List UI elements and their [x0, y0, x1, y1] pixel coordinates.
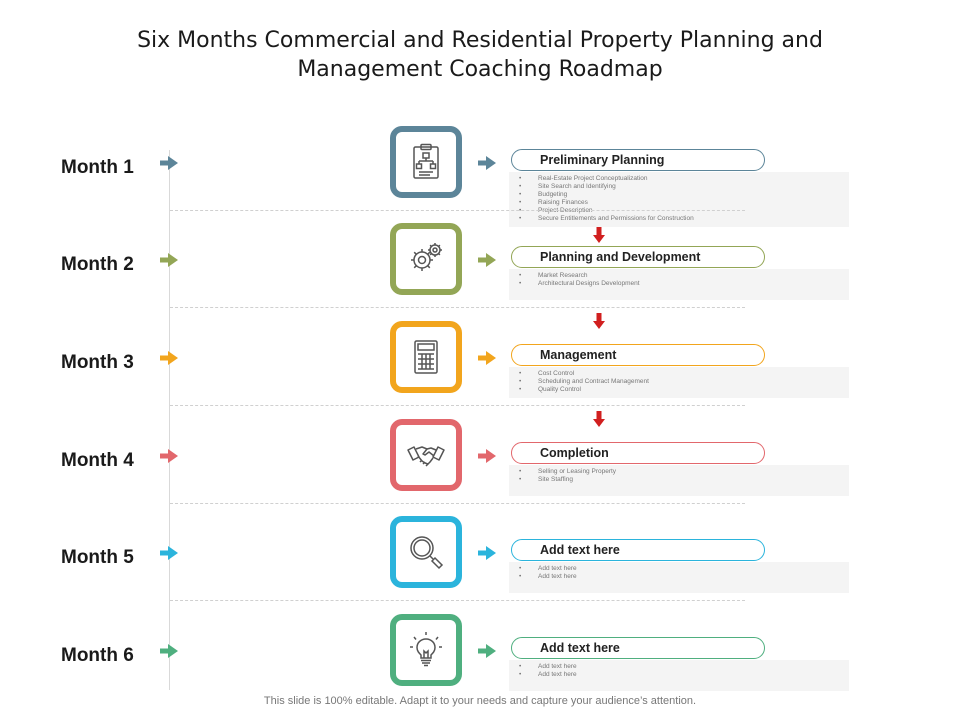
stage-details-panel: Add text here Add text here — [509, 660, 849, 691]
detail-bullet: Raising Finances — [519, 199, 849, 207]
stage-details-panel: Selling or Leasing Property Site Staffin… — [509, 465, 849, 496]
title-line-2: Management Coaching Roadmap — [297, 57, 663, 82]
calculator-icon-box — [390, 321, 462, 393]
lightbulb-icon — [410, 632, 442, 667]
detail-bullet: Add text here — [519, 573, 849, 581]
handshake-icon — [407, 446, 445, 467]
month-label: Month 4 — [61, 450, 134, 471]
row-separator — [170, 503, 745, 504]
down-arrow-icon — [593, 227, 605, 243]
stage-heading-pill: Preliminary Planning — [511, 149, 765, 171]
stage-details-panel: Cost Control Scheduling and Contract Man… — [509, 367, 849, 398]
arrow-right-icon — [478, 351, 496, 365]
roadmap-row-5: Month 5 Add text here Add text here Add … — [0, 513, 960, 611]
down-arrow-icon — [593, 411, 605, 427]
row-separator — [170, 600, 745, 601]
detail-bullet: Site Staffing — [519, 476, 849, 484]
arrow-right-icon — [160, 351, 178, 365]
stage-heading-pill: Add text here — [511, 539, 765, 561]
detail-bullet: Cost Control — [519, 370, 849, 378]
lightbulb-icon-box — [390, 614, 462, 686]
detail-bullet: Scheduling and Contract Management — [519, 378, 849, 386]
stage-details-panel: Add text here Add text here — [509, 562, 849, 593]
stage-details-panel: Market Research Architectural Designs De… — [509, 269, 849, 300]
detail-bullet: Project Description — [519, 207, 849, 215]
footer-note: This slide is 100% editable. Adapt it to… — [263, 695, 697, 707]
handshake-icon-box — [390, 419, 462, 491]
org-chart-clipboard-icon-box — [390, 126, 462, 198]
roadmap-row-4: Month 4 Completion Selling or Leasing Pr… — [0, 416, 960, 514]
detail-bullet: Architectural Designs Development — [519, 280, 849, 288]
detail-bullet: Quality Control — [519, 386, 849, 394]
detail-bullet: Add text here — [519, 663, 849, 671]
magnifier-icon — [410, 536, 444, 570]
roadmap-row-2: Month 2 Planning and Development Market … — [0, 220, 960, 318]
arrow-right-icon — [160, 156, 178, 170]
detail-bullet: Secure Entitlements and Permissions for … — [519, 215, 849, 223]
month-label: Month 6 — [61, 645, 134, 666]
down-arrow-icon — [593, 313, 605, 329]
month-label: Month 3 — [61, 352, 134, 373]
row-separator — [170, 210, 745, 211]
stage-heading-pill: Completion — [511, 442, 765, 464]
timeline-line — [169, 150, 170, 690]
arrow-right-icon — [478, 253, 496, 267]
arrow-right-icon — [478, 546, 496, 560]
detail-bullet: Real-Estate Project Conceptualization — [519, 175, 849, 183]
arrow-right-icon — [160, 449, 178, 463]
month-label: Month 1 — [61, 157, 134, 178]
stage-heading-pill: Add text here — [511, 637, 765, 659]
arrow-right-icon — [478, 644, 496, 658]
calculator-icon — [414, 340, 438, 374]
arrow-right-icon — [160, 253, 178, 267]
arrow-right-icon — [160, 546, 178, 560]
stage-details-panel: Real-Estate Project Conceptualization Si… — [509, 172, 849, 227]
org-chart-clipboard-icon — [413, 143, 439, 179]
arrow-right-icon — [478, 449, 496, 463]
magnifier-icon-box — [390, 516, 462, 588]
gears-icon — [411, 243, 442, 271]
arrow-right-icon — [478, 156, 496, 170]
detail-bullet: Market Research — [519, 272, 849, 280]
gears-icon-box — [390, 223, 462, 295]
detail-bullet: Add text here — [519, 671, 849, 679]
row-separator — [170, 307, 745, 308]
roadmap-row-1: Month 1 Preliminary Planning Real-Estate… — [0, 123, 960, 227]
roadmap-row-3: Month 3 Management Cost Control Scheduli… — [0, 318, 960, 416]
detail-bullet: Selling or Leasing Property — [519, 468, 849, 476]
title-line-1: Six Months Commercial and Residential Pr… — [137, 28, 823, 53]
roadmap-row-6: Month 6 Add text here Add text here Add … — [0, 611, 960, 709]
detail-bullet: Add text here — [519, 565, 849, 573]
arrow-right-icon — [160, 644, 178, 658]
month-label: Month 2 — [61, 254, 134, 275]
stage-heading-pill: Planning and Development — [511, 246, 765, 268]
row-separator — [170, 405, 745, 406]
slide-title: Six Months Commercial and Residential Pr… — [0, 26, 960, 84]
month-label: Month 5 — [61, 547, 134, 568]
stage-heading-pill: Management — [511, 344, 765, 366]
detail-bullet: Site Search and Identifying — [519, 183, 849, 191]
detail-bullet: Budgeting — [519, 191, 849, 199]
